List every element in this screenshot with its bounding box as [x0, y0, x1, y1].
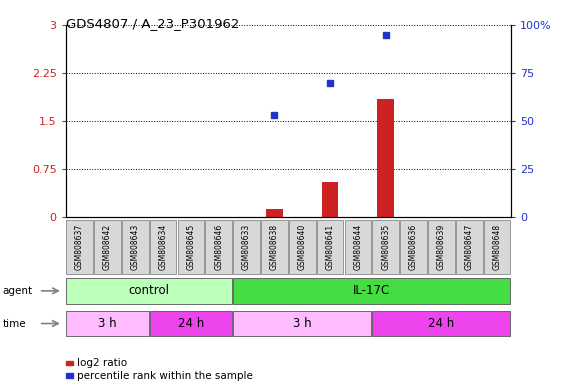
Text: GSM808648: GSM808648 — [493, 223, 502, 270]
Text: GSM808636: GSM808636 — [409, 223, 418, 270]
Text: GSM808634: GSM808634 — [159, 223, 168, 270]
Text: agent: agent — [3, 286, 33, 296]
Text: GSM808633: GSM808633 — [242, 223, 251, 270]
Bar — [322, 182, 339, 217]
Bar — [266, 209, 283, 217]
Bar — [377, 99, 394, 217]
Text: GSM808645: GSM808645 — [186, 223, 195, 270]
Text: 24 h: 24 h — [178, 317, 204, 330]
Text: GSM808640: GSM808640 — [297, 223, 307, 270]
Text: log2 ratio: log2 ratio — [77, 358, 127, 368]
Text: percentile rank within the sample: percentile rank within the sample — [77, 371, 253, 381]
Text: GSM808642: GSM808642 — [103, 223, 112, 270]
Text: 3 h: 3 h — [293, 317, 312, 330]
Text: GSM808638: GSM808638 — [270, 223, 279, 270]
Text: GSM808643: GSM808643 — [131, 223, 140, 270]
Text: time: time — [3, 318, 26, 329]
Text: control: control — [128, 285, 170, 297]
Text: GSM808647: GSM808647 — [465, 223, 474, 270]
Text: GDS4807 / A_23_P301962: GDS4807 / A_23_P301962 — [66, 17, 239, 30]
Text: 3 h: 3 h — [98, 317, 116, 330]
Text: GSM808641: GSM808641 — [325, 223, 335, 270]
Text: GSM808644: GSM808644 — [353, 223, 363, 270]
Text: GSM808635: GSM808635 — [381, 223, 391, 270]
Text: 24 h: 24 h — [428, 317, 455, 330]
Text: IL-17C: IL-17C — [353, 285, 391, 297]
Text: GSM808637: GSM808637 — [75, 223, 84, 270]
Text: GSM808639: GSM808639 — [437, 223, 446, 270]
Text: GSM808646: GSM808646 — [214, 223, 223, 270]
